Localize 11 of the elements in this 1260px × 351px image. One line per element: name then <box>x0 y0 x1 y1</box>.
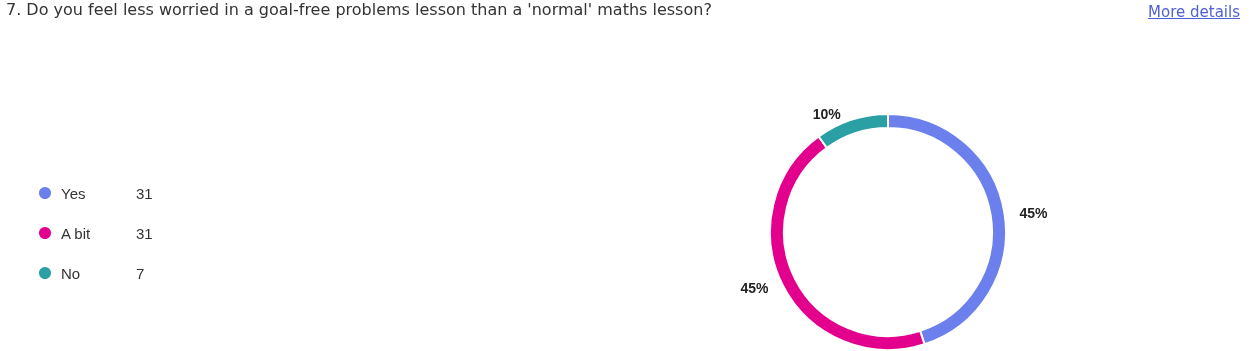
data-label: 10% <box>812 106 842 123</box>
legend-label: No <box>61 264 81 282</box>
text: 31 <box>136 184 153 202</box>
chart-title: 7. Do you feel less worried in a goal-free problems lesson than a 'normal' maths lesson? <box>6 0 712 19</box>
data-label: 45% <box>1019 204 1049 221</box>
text: 31 <box>136 224 153 242</box>
text: More details <box>1148 3 1240 21</box>
data-label: 45% <box>740 280 770 297</box>
text: 7 <box>136 264 145 282</box>
legend-label: A bit <box>61 224 92 242</box>
legend-label: Yes <box>61 184 86 202</box>
